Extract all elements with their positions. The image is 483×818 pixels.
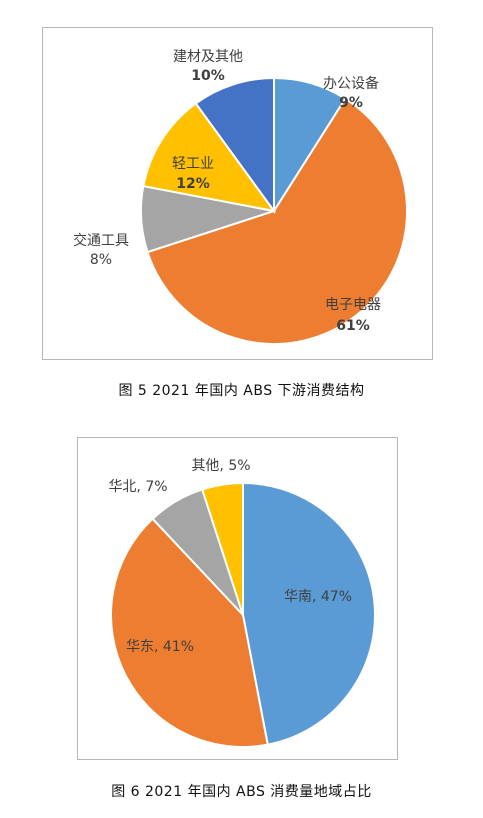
label-name-building: 建材及其他 bbox=[173, 49, 243, 65]
label-name-transport: 交通工具 bbox=[73, 232, 129, 249]
label-pct-electronics: 61% bbox=[336, 318, 370, 334]
label-pct-office: 9% bbox=[339, 95, 363, 111]
chart-abs-regional-share: 华南, 47% 华东, 41% 华北, 7% 其他, 5% bbox=[77, 437, 398, 760]
pie1-slice-4 bbox=[194, 76, 275, 215]
label-south-china: 华南, 47% bbox=[284, 589, 352, 605]
pie2-slice-0 bbox=[242, 481, 376, 746]
label-pct-light-industry: 12% bbox=[176, 176, 210, 192]
label-pct-transport: 8% bbox=[90, 252, 112, 268]
figure-5-caption: 图 5 2021 年国内 ABS 下游消费结构 bbox=[118, 383, 365, 399]
label-other: 其他, 5% bbox=[191, 458, 250, 474]
label-pct-building: 10% bbox=[191, 68, 225, 84]
label-name-light-industry: 轻工业 bbox=[172, 156, 214, 172]
chart-abs-consumption-structure: 办公设备 9% 电子电器 61% 交通工具 8% 轻工业 12% 建材及其他 1… bbox=[42, 27, 433, 360]
pie1-slice-1 bbox=[146, 97, 408, 345]
pie-chart-1: 办公设备 9% 电子电器 61% 交通工具 8% 轻工业 12% 建材及其他 1… bbox=[73, 49, 408, 345]
label-east-china: 华东, 41% bbox=[126, 639, 194, 655]
label-north-china: 华北, 7% bbox=[108, 479, 167, 495]
pie2-slice-1 bbox=[110, 517, 269, 748]
label-name-electronics: 电子电器 bbox=[325, 297, 381, 313]
pie1-slice-3 bbox=[142, 102, 277, 213]
figure-6-caption: 图 6 2021 年国内 ABS 消费量地域占比 bbox=[111, 784, 372, 800]
pie2-slice-3 bbox=[200, 481, 244, 616]
pie-chart-2: 华南, 47% 华东, 41% 华北, 7% 其他, 5% bbox=[108, 458, 376, 748]
label-name-office: 办公设备 bbox=[323, 75, 379, 92]
